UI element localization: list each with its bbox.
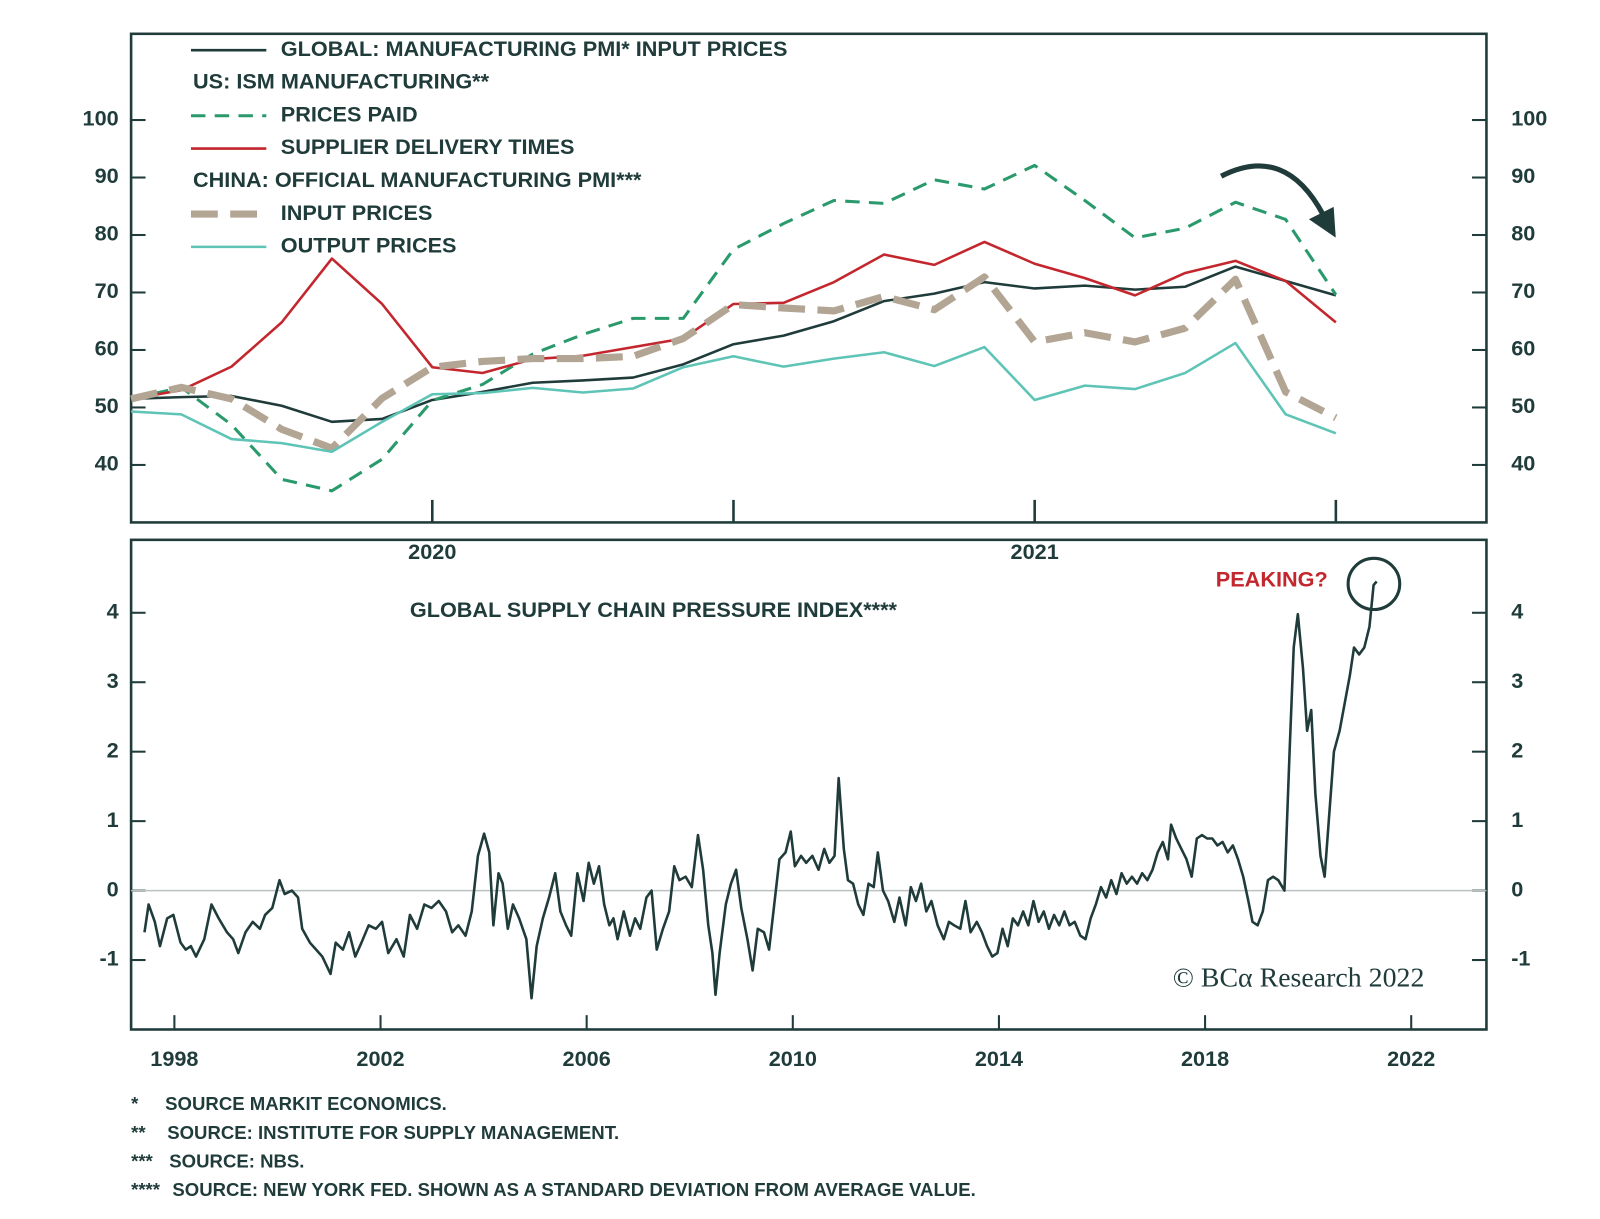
y-tick-label: 70 <box>95 278 119 303</box>
series-line <box>131 265 1337 424</box>
footnote-text: SOURCE: NBS. <box>169 1151 304 1172</box>
plot-frame <box>129 538 1488 1031</box>
plot-frame <box>129 32 1488 524</box>
footnote-mark: **** <box>131 1179 161 1200</box>
footnote-text: SOURCE: NEW YORK FED. SHOWN AS A STANDAR… <box>172 1179 975 1200</box>
y-tick-label: -1 <box>99 946 118 971</box>
x-tick-label: 2018 <box>1181 1046 1229 1071</box>
y-tick-label: 3 <box>107 668 119 693</box>
annotation: PEAKING? <box>1216 567 1328 592</box>
footnote-mark: * <box>131 1093 139 1114</box>
y-tick-label: 100 <box>83 106 119 131</box>
trend-arrow <box>1219 163 1326 217</box>
y-tick-label-right: 80 <box>1511 221 1535 246</box>
y-tick-label-right: 1 <box>1511 807 1523 832</box>
x-tick-label: 2002 <box>356 1046 404 1071</box>
series-line <box>130 240 1337 401</box>
footnote-mark: ** <box>131 1122 146 1143</box>
legend-label: SUPPLIER DELIVERY TIMES <box>281 134 575 159</box>
y-tick-label: 2 <box>107 737 119 762</box>
x-tick-label: 2020 <box>408 539 456 564</box>
x-tick-label: 2006 <box>563 1046 611 1071</box>
series-line <box>130 273 1338 452</box>
x-tick-label: 2022 <box>1387 1046 1435 1071</box>
footnote-mark: *** <box>131 1151 153 1172</box>
peak-circle <box>1346 556 1402 612</box>
legend-label: PRICES PAID <box>281 102 418 127</box>
footnote-text: SOURCE MARKIT ECONOMICS. <box>165 1093 447 1114</box>
y-tick-label-right: -1 <box>1511 946 1530 971</box>
y-tick-label-right: 2 <box>1511 737 1523 762</box>
footnote-text: SOURCE: INSTITUTE FOR SUPPLY MANAGEMENT. <box>167 1122 619 1143</box>
x-tick-label: 1998 <box>150 1046 198 1071</box>
legend-label: OUTPUT PRICES <box>281 233 457 258</box>
series-line <box>130 163 1338 493</box>
y-tick-label-right: 4 <box>1511 599 1523 624</box>
y-tick-label-right: 50 <box>1511 393 1535 418</box>
series-line <box>131 341 1337 454</box>
x-tick-label: 2014 <box>975 1046 1023 1071</box>
panel-title: GLOBAL SUPPLY CHAIN PRESSURE INDEX**** <box>410 597 898 622</box>
series-line <box>143 580 1378 1000</box>
y-tick-label-right: 70 <box>1511 278 1535 303</box>
legend-header: US: ISM MANUFACTURING** <box>193 69 490 94</box>
y-tick-label: 0 <box>107 876 119 901</box>
x-tick-label: 2021 <box>1011 539 1059 564</box>
y-tick-label-right: 60 <box>1511 336 1535 361</box>
legend-header: CHINA: OFFICIAL MANUFACTURING PMI*** <box>193 167 642 192</box>
trend-arrow-head <box>1308 206 1336 238</box>
x-tick-label: 2010 <box>769 1046 817 1071</box>
y-tick-label: 40 <box>95 451 119 476</box>
y-tick-label-right: 0 <box>1511 876 1523 901</box>
y-tick-label-right: 3 <box>1511 668 1523 693</box>
y-tick-label: 90 <box>95 163 119 188</box>
y-tick-label: 80 <box>95 221 119 246</box>
y-tick-label-right: 90 <box>1511 163 1535 188</box>
y-tick-label: 1 <box>107 807 119 832</box>
legend-label: GLOBAL: MANUFACTURING PMI* INPUT PRICES <box>281 36 788 61</box>
y-tick-label: 50 <box>95 393 119 418</box>
watermark: © BCα Research 2022 <box>1173 963 1425 994</box>
y-tick-label-right: 100 <box>1511 106 1547 131</box>
y-tick-label: 4 <box>107 599 119 624</box>
y-tick-label-right: 40 <box>1511 451 1535 476</box>
legend-label: INPUT PRICES <box>281 200 433 225</box>
y-tick-label: 60 <box>95 336 119 361</box>
